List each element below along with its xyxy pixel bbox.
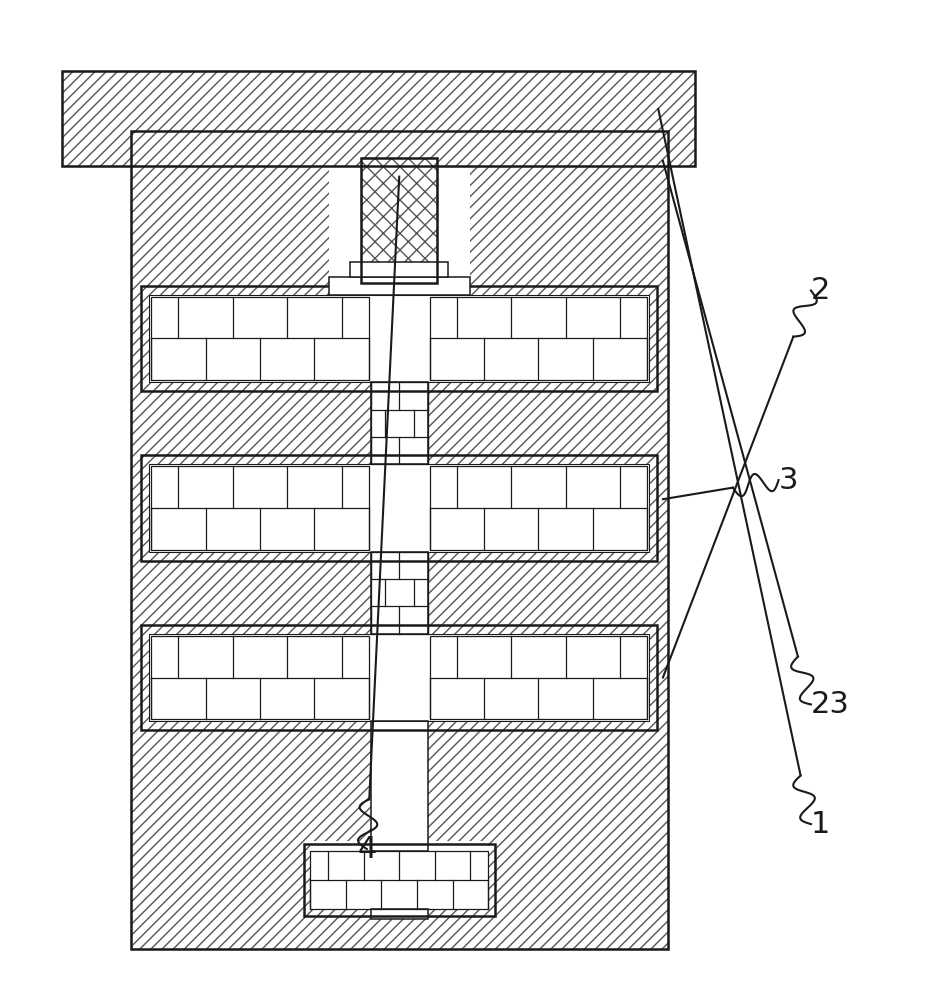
Bar: [361, 158, 437, 283]
Bar: [149, 295, 648, 382]
Text: 1: 1: [810, 810, 830, 839]
Bar: [151, 297, 368, 380]
Bar: [61, 71, 694, 166]
Bar: [151, 636, 368, 719]
Bar: [310, 851, 488, 909]
Bar: [310, 851, 488, 909]
Bar: [429, 466, 646, 550]
Bar: [131, 131, 667, 949]
Bar: [61, 71, 694, 166]
Bar: [370, 382, 427, 464]
Bar: [151, 297, 368, 380]
Bar: [370, 721, 427, 851]
Bar: [149, 464, 648, 552]
Bar: [131, 131, 667, 949]
Bar: [370, 552, 427, 634]
Text: 2: 2: [810, 276, 830, 305]
Bar: [349, 262, 448, 277]
Bar: [149, 634, 648, 721]
Bar: [370, 131, 427, 919]
Bar: [429, 466, 646, 550]
Bar: [328, 166, 469, 295]
Text: 3: 3: [778, 466, 797, 495]
Bar: [429, 297, 646, 380]
Bar: [429, 636, 646, 719]
Bar: [304, 844, 494, 916]
Bar: [151, 636, 368, 719]
Bar: [370, 552, 427, 634]
Bar: [370, 382, 427, 464]
Bar: [328, 277, 469, 295]
Bar: [310, 841, 488, 909]
Bar: [370, 382, 427, 464]
Bar: [370, 552, 427, 634]
Bar: [149, 295, 648, 382]
Text: 4: 4: [357, 835, 376, 864]
Bar: [141, 625, 656, 730]
Text: 23: 23: [810, 690, 849, 719]
Bar: [149, 464, 648, 552]
Bar: [151, 466, 368, 550]
Bar: [141, 286, 656, 391]
Bar: [151, 466, 368, 550]
Bar: [370, 909, 427, 919]
Bar: [429, 636, 646, 719]
Bar: [149, 634, 648, 721]
Bar: [429, 297, 646, 380]
Bar: [141, 455, 656, 561]
Bar: [361, 158, 437, 283]
Bar: [370, 909, 427, 919]
